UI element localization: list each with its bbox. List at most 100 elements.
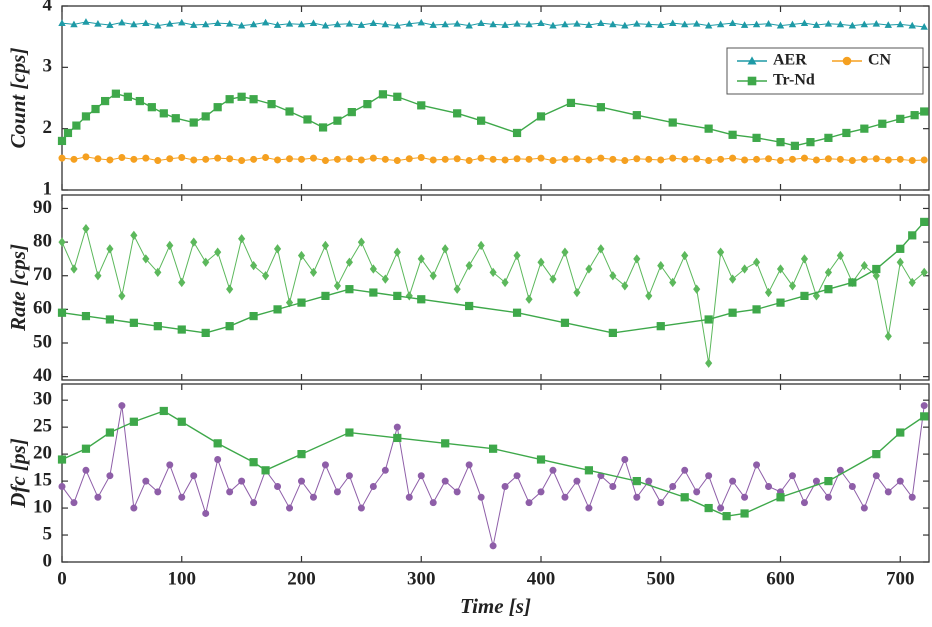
marker <box>453 19 461 27</box>
marker <box>812 477 820 485</box>
marker <box>417 153 425 161</box>
marker <box>189 118 198 127</box>
marker <box>896 477 904 485</box>
y-axis-label: Count [cps] <box>6 48 30 149</box>
marker <box>621 456 629 464</box>
marker <box>273 21 282 28</box>
marker <box>609 482 617 490</box>
marker <box>250 155 258 163</box>
plot-frame <box>61 5 930 191</box>
y-tick-label: 25 <box>33 416 52 437</box>
marker <box>657 260 665 271</box>
marker <box>453 155 461 163</box>
marker <box>800 154 808 162</box>
marker <box>297 298 306 307</box>
marker <box>393 21 402 29</box>
marker <box>190 472 198 480</box>
marker <box>788 472 796 480</box>
marker <box>477 154 485 162</box>
marker <box>920 217 929 227</box>
marker <box>57 455 67 464</box>
marker <box>237 92 246 101</box>
marker <box>669 277 677 288</box>
marker <box>429 271 437 281</box>
marker <box>860 155 868 163</box>
marker <box>669 154 677 162</box>
marker <box>297 20 306 28</box>
marker <box>381 20 390 28</box>
marker <box>633 493 641 501</box>
marker <box>105 428 115 437</box>
marker <box>286 155 294 163</box>
marker <box>501 156 509 164</box>
marker <box>741 264 749 274</box>
marker <box>369 264 377 274</box>
marker <box>597 244 605 254</box>
marker <box>920 23 928 30</box>
marker <box>513 155 521 163</box>
marker <box>489 155 497 163</box>
marker <box>729 477 737 485</box>
marker <box>573 19 581 27</box>
marker <box>477 19 485 27</box>
marker <box>441 439 450 448</box>
marker <box>297 450 306 459</box>
marker <box>645 155 653 163</box>
x-tick-label: 100 <box>168 568 197 589</box>
marker <box>681 466 689 474</box>
marker <box>417 101 426 110</box>
marker <box>752 133 761 142</box>
marker <box>393 92 402 101</box>
y-tick-label: 50 <box>33 331 52 352</box>
marker <box>705 472 713 480</box>
marker <box>824 476 833 486</box>
marker <box>513 472 521 480</box>
marker <box>321 291 330 301</box>
marker <box>537 154 545 162</box>
y-tick-label: 15 <box>33 469 52 490</box>
marker <box>621 21 629 29</box>
marker <box>123 92 132 101</box>
marker <box>776 264 785 274</box>
marker <box>788 281 797 291</box>
marker <box>101 96 110 106</box>
marker <box>561 247 569 257</box>
x-tick-label: 600 <box>766 568 795 589</box>
x-axis-label: Time [s] <box>460 594 531 618</box>
marker <box>717 504 725 512</box>
marker <box>202 155 210 163</box>
marker <box>238 157 246 165</box>
marker <box>884 331 892 341</box>
marker <box>633 254 641 264</box>
marker <box>753 155 761 163</box>
marker <box>669 482 677 490</box>
marker <box>237 21 246 29</box>
marker <box>273 244 282 254</box>
marker <box>681 155 689 163</box>
marker <box>178 277 186 288</box>
marker <box>453 284 461 294</box>
y-tick-label: 1 <box>43 178 53 199</box>
marker <box>860 20 869 28</box>
marker <box>465 21 473 29</box>
marker <box>214 247 222 257</box>
marker <box>58 19 66 27</box>
marker <box>525 499 533 507</box>
marker <box>836 250 844 261</box>
plot-frame <box>61 194 930 381</box>
marker <box>159 109 168 118</box>
marker <box>147 103 156 112</box>
x-tick-label: 500 <box>647 568 676 589</box>
marker <box>585 504 593 512</box>
marker <box>788 20 797 28</box>
marker <box>776 21 785 29</box>
marker <box>848 21 857 29</box>
marker <box>561 20 569 28</box>
marker <box>728 130 737 139</box>
marker <box>693 155 701 163</box>
marker <box>297 250 306 261</box>
marker <box>345 285 354 294</box>
marker <box>130 20 138 28</box>
marker <box>836 155 844 163</box>
marker <box>680 20 689 28</box>
